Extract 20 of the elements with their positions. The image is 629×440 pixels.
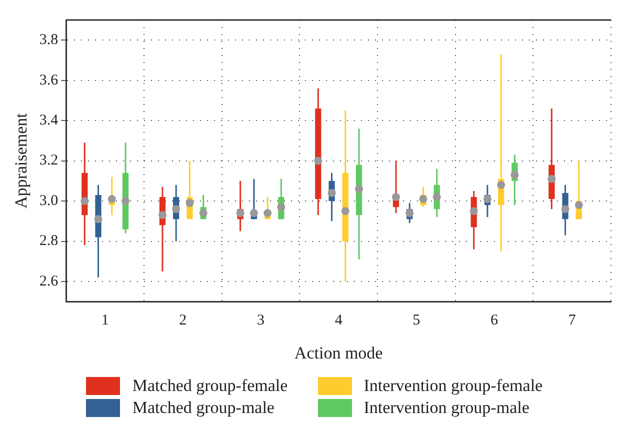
x-tick-label: 2 <box>179 312 187 329</box>
x-tick-label: 7 <box>568 312 576 329</box>
y-tick-label: 3.2 <box>39 152 58 169</box>
x-tick-label: 1 <box>101 312 109 329</box>
legend-label: Intervention group-female <box>364 376 543 396</box>
x-tick-label: 3 <box>256 312 264 329</box>
y-tick-label: 3.6 <box>39 72 59 88</box>
y-tick-label: 3.4 <box>39 112 59 129</box>
y-axis-title: Appraisement <box>12 112 31 208</box>
x-tick-label: 4 <box>334 312 343 329</box>
legend-label: Matched group-female <box>132 376 288 396</box>
x-tick-label: 6 <box>490 312 498 329</box>
y-tick-label: 2.6 <box>39 273 59 290</box>
x-axis-title: Action mode <box>294 343 383 362</box>
legend-label: Intervention group-male <box>364 398 530 418</box>
legend-label: Matched group-male <box>132 398 274 418</box>
x-tick-label: 5 <box>412 312 420 329</box>
y-tick-label: 2.8 <box>39 233 58 250</box>
y-tick-label: 3.8 <box>39 32 58 48</box>
y-tick-label: 3.0 <box>39 192 58 209</box>
